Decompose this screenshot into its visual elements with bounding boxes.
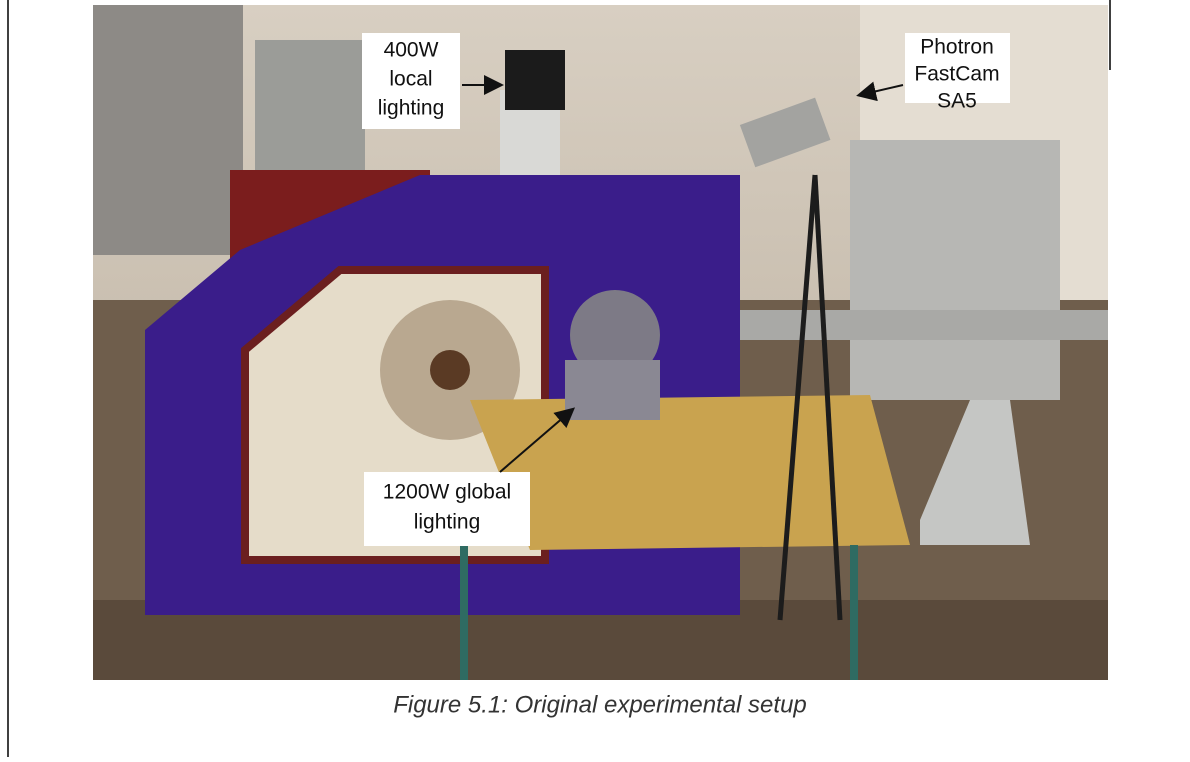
annotation-label: SA5: [937, 90, 977, 113]
document: Figure 5.1: Original experimental setup …: [0, 0, 1190, 757]
annotation-label: local: [389, 68, 432, 91]
annotation-label: lighting: [378, 97, 445, 120]
annotation-label: 1200W global: [383, 481, 511, 504]
annotation-label: Photron: [920, 36, 994, 59]
annotation-label: FastCam: [914, 63, 999, 86]
caption: Figure 5.1: Original experimental setup: [393, 691, 807, 718]
annotation-label: lighting: [414, 511, 481, 534]
page: Figure 5.1: Original experimental setup …: [0, 0, 1190, 757]
annotation-label: 400W: [384, 39, 439, 62]
